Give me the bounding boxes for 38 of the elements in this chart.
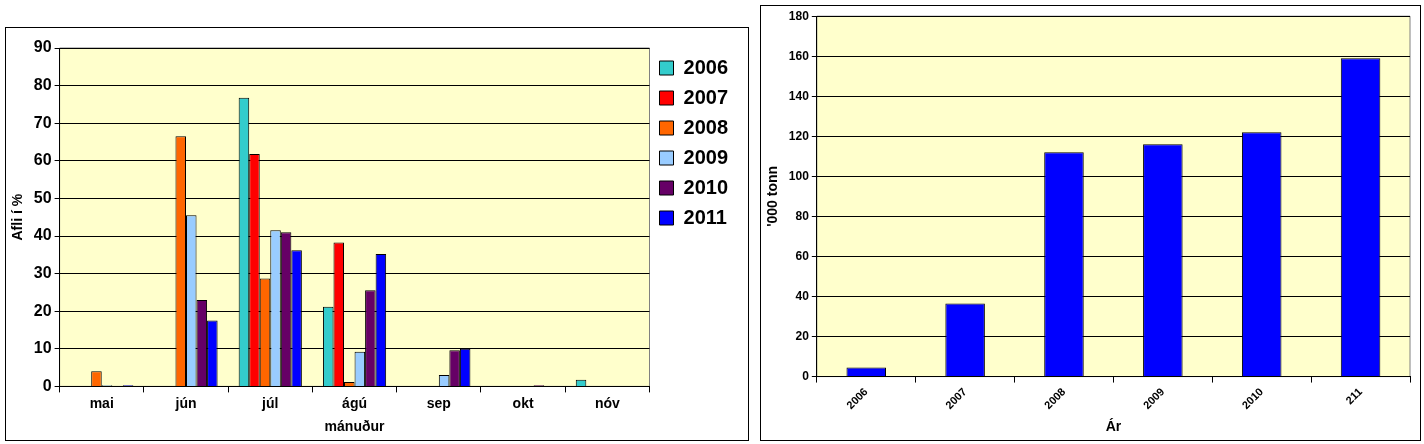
y-tick-label: 50 <box>33 188 52 206</box>
x-tick-label: 211 <box>1343 385 1365 407</box>
y-tick-label: 140 <box>788 88 810 103</box>
y-tick-label: 100 <box>788 168 810 183</box>
y-tick-label: 60 <box>33 151 52 169</box>
x-tick-label: mai <box>89 394 114 411</box>
y-tick-label: 60 <box>795 248 810 263</box>
legend-label: 2008 <box>683 115 729 138</box>
y-tick-label: 30 <box>33 264 52 282</box>
legend-label: 2010 <box>683 175 729 198</box>
y-tick-label: 70 <box>33 113 52 131</box>
x-axis-title: Ár <box>1105 418 1122 435</box>
y-tick-label: 40 <box>33 226 52 244</box>
y-tick-label: 0 <box>42 376 52 394</box>
x-axis-title: mánuður <box>324 418 386 435</box>
y-axis-title: Afli í % <box>9 193 26 241</box>
y-axis-title: '000 tonn <box>764 165 781 227</box>
legend-label: 2006 <box>683 55 729 78</box>
legend-label: 2009 <box>683 145 729 168</box>
legend-label: 2011 <box>683 205 727 228</box>
x-tick-label: júl <box>261 394 279 411</box>
legend-label: 2007 <box>683 85 729 108</box>
y-tick-label: 80 <box>795 208 810 223</box>
x-tick-label: jún <box>174 394 197 411</box>
x-tick-label: nóv <box>594 394 621 411</box>
x-tick-label: sep <box>426 394 451 411</box>
x-tick-label: okt <box>512 394 534 411</box>
y-tick-label: 20 <box>795 328 810 343</box>
y-tick-label: 180 <box>788 8 810 23</box>
y-tick-label: 0 <box>802 368 810 383</box>
y-tick-label: 160 <box>788 48 810 63</box>
y-tick-label: 10 <box>33 339 52 357</box>
y-tick-label: 90 <box>33 38 52 56</box>
y-tick-label: 80 <box>33 76 52 94</box>
x-tick-label: ágú <box>342 394 367 411</box>
y-tick-label: 120 <box>788 128 810 143</box>
y-tick-label: 40 <box>795 288 810 303</box>
y-tick-label: 20 <box>33 301 52 319</box>
